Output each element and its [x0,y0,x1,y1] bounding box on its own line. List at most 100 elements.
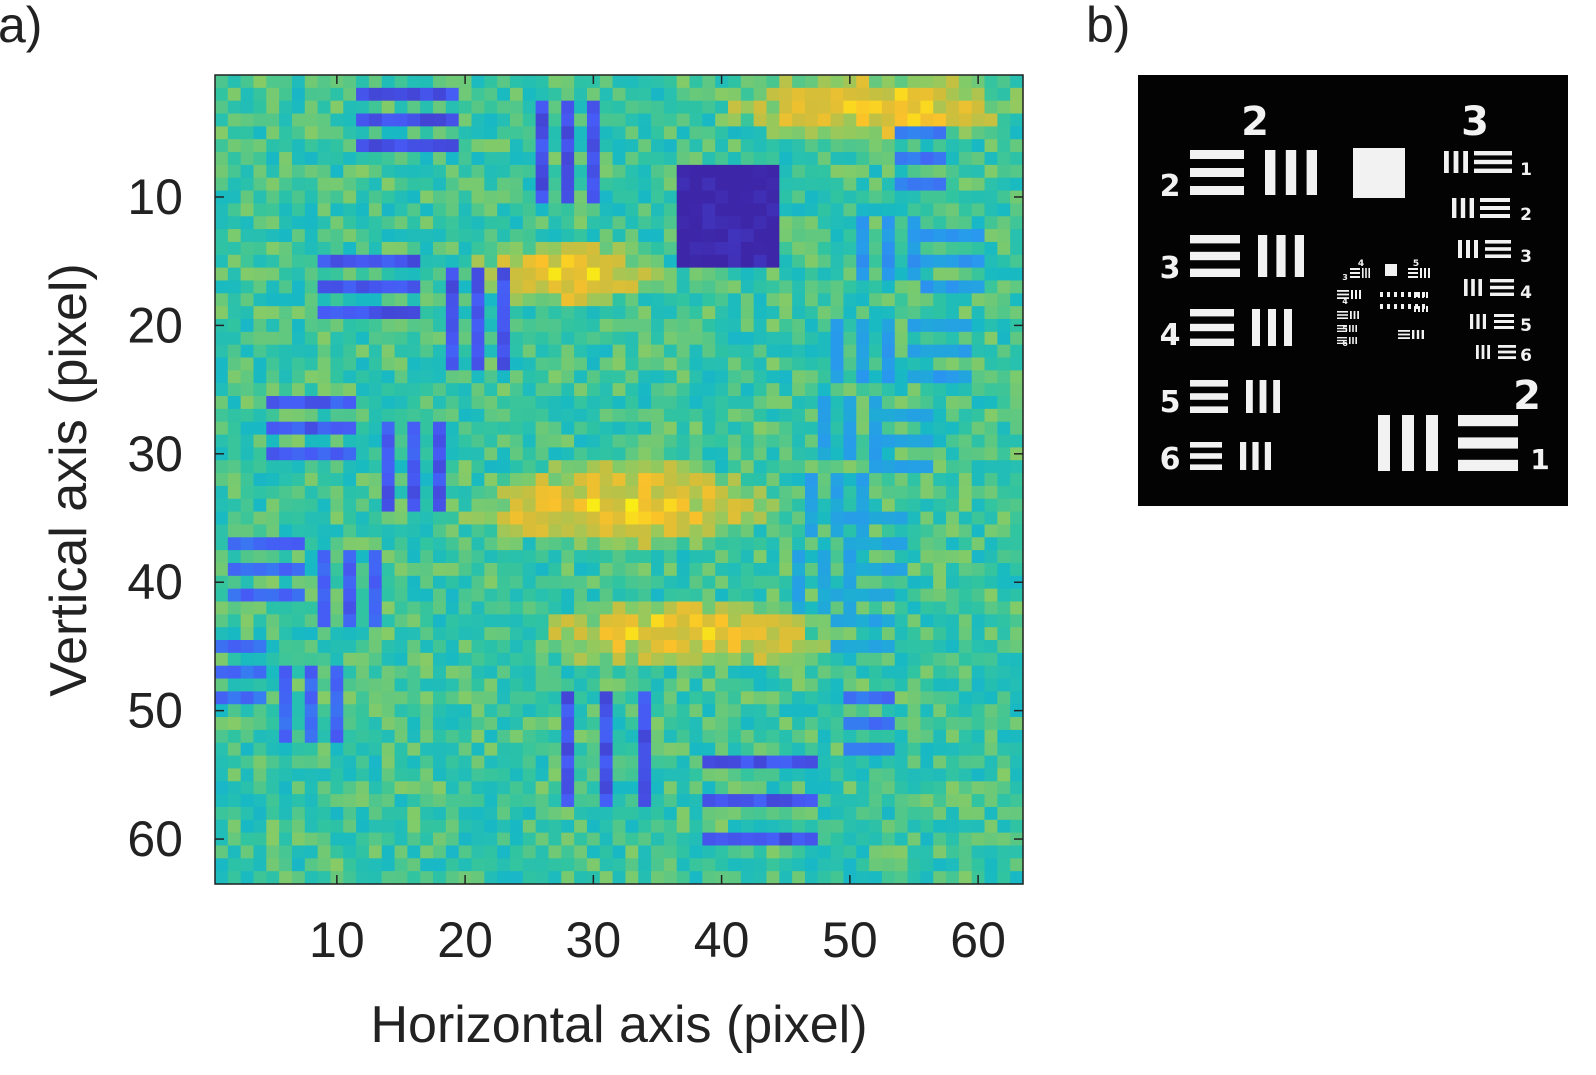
heatmap-cell [279,267,293,282]
heatmap-cell [509,152,524,166]
heatmap-cell [753,241,768,256]
heatmap-cell [253,254,267,269]
heatmap-cell [946,768,960,782]
heatmap-cell [574,537,588,551]
heatmap-cell [240,562,255,577]
heatmap-cell [599,858,614,872]
heatmap-cell [471,550,485,564]
heatmap-cell [971,575,986,590]
heatmap-cell [599,704,614,718]
heatmap-cell [933,357,947,371]
heatmap-cell [522,627,537,641]
right-element-3-v-bar [1474,240,1478,258]
heatmap-cell [484,203,498,217]
heatmap-cell [291,229,306,243]
heatmap-cell [356,344,370,359]
heatmap-cell [509,306,524,320]
heatmap-cell [728,832,742,847]
heatmap-cell [497,139,511,153]
heatmap-cell [958,152,973,166]
right-element-3-h-bar [1485,254,1511,258]
heatmap-cell [445,562,460,577]
heatmap-cell [689,190,703,205]
heatmap-cell [663,447,678,461]
heatmap-cell [266,280,280,294]
heatmap-cell [279,871,293,885]
heatmap-cell [933,190,947,205]
heatmap-cell [368,293,383,307]
heatmap-cell [304,858,319,872]
heatmap-cell [394,627,408,641]
heatmap-cell [740,357,755,371]
heatmap-cell [997,742,1011,757]
heatmap-cell [715,177,729,192]
heatmap-cell [881,254,896,269]
heatmap-cell [420,550,434,564]
heatmap-cell [317,447,332,461]
heatmap-cell [304,601,319,615]
heatmap-cell [740,100,755,115]
heatmap-cell [304,473,319,487]
heatmap-cell [933,421,947,436]
heatmap-cell [240,306,255,320]
heatmap-cell [394,781,408,795]
heatmap-cell [548,665,562,680]
heatmap-cell [458,742,473,757]
heatmap-cell [279,640,293,654]
heatmap-cell [715,383,729,397]
heatmap-cell [946,434,960,448]
heatmap-cell [984,126,998,140]
heatmap-cell [535,100,550,115]
heatmap-cell [574,768,588,782]
heatmap-cell [792,755,806,770]
heatmap-cell [753,717,768,731]
heatmap-cell [343,640,357,654]
heatmap-cell [856,100,870,115]
heatmap-cell [881,794,896,808]
heatmap-cell [497,819,511,834]
heatmap-cell [830,75,845,89]
heatmap-cell [394,832,408,847]
heatmap-cell [561,152,575,166]
heatmap-cell [804,357,819,371]
heatmap-cell [253,845,267,859]
heatmap-cell [497,190,511,205]
heatmap-cell [240,139,255,153]
heatmap-cell [548,832,562,847]
heatmap-cell [279,396,293,410]
heatmap-cell [881,485,896,500]
heatmap-cell [586,524,601,538]
heatmap-cell [535,408,550,423]
heatmap-cell [625,370,639,384]
heatmap-cell [330,640,344,654]
heatmap-cell [779,729,793,744]
heatmap-cell [330,280,344,294]
heatmap-cell [497,460,511,474]
heatmap-cell [869,152,883,166]
heatmap-cell [509,280,524,294]
heatmap-cell [920,139,934,153]
heatmap-cell [484,177,498,192]
heatmap-cell [625,408,639,423]
heatmap-cell [779,408,793,423]
heatmap-cell [574,254,588,269]
heatmap-cell [933,460,947,474]
heatmap-cell [856,229,870,243]
heatmap-cell [933,562,947,577]
heatmap-cell [638,806,652,821]
heatmap-cell [971,447,986,461]
heatmap-cell [638,781,652,795]
heatmap-cell [574,216,588,230]
heatmap-cell [651,473,665,487]
heatmap-cell [240,588,255,603]
heatmap-cell [420,691,434,705]
heatmap-cell [343,177,357,192]
heatmap-cell [215,550,229,564]
heatmap-cell [586,537,601,551]
heatmap-cell [843,678,857,692]
center-square [1385,264,1397,276]
center-element-1-v-bar [1359,290,1361,299]
heatmap-cell [830,280,845,294]
heatmap-cell [343,267,357,282]
heatmap-cell [420,280,434,294]
